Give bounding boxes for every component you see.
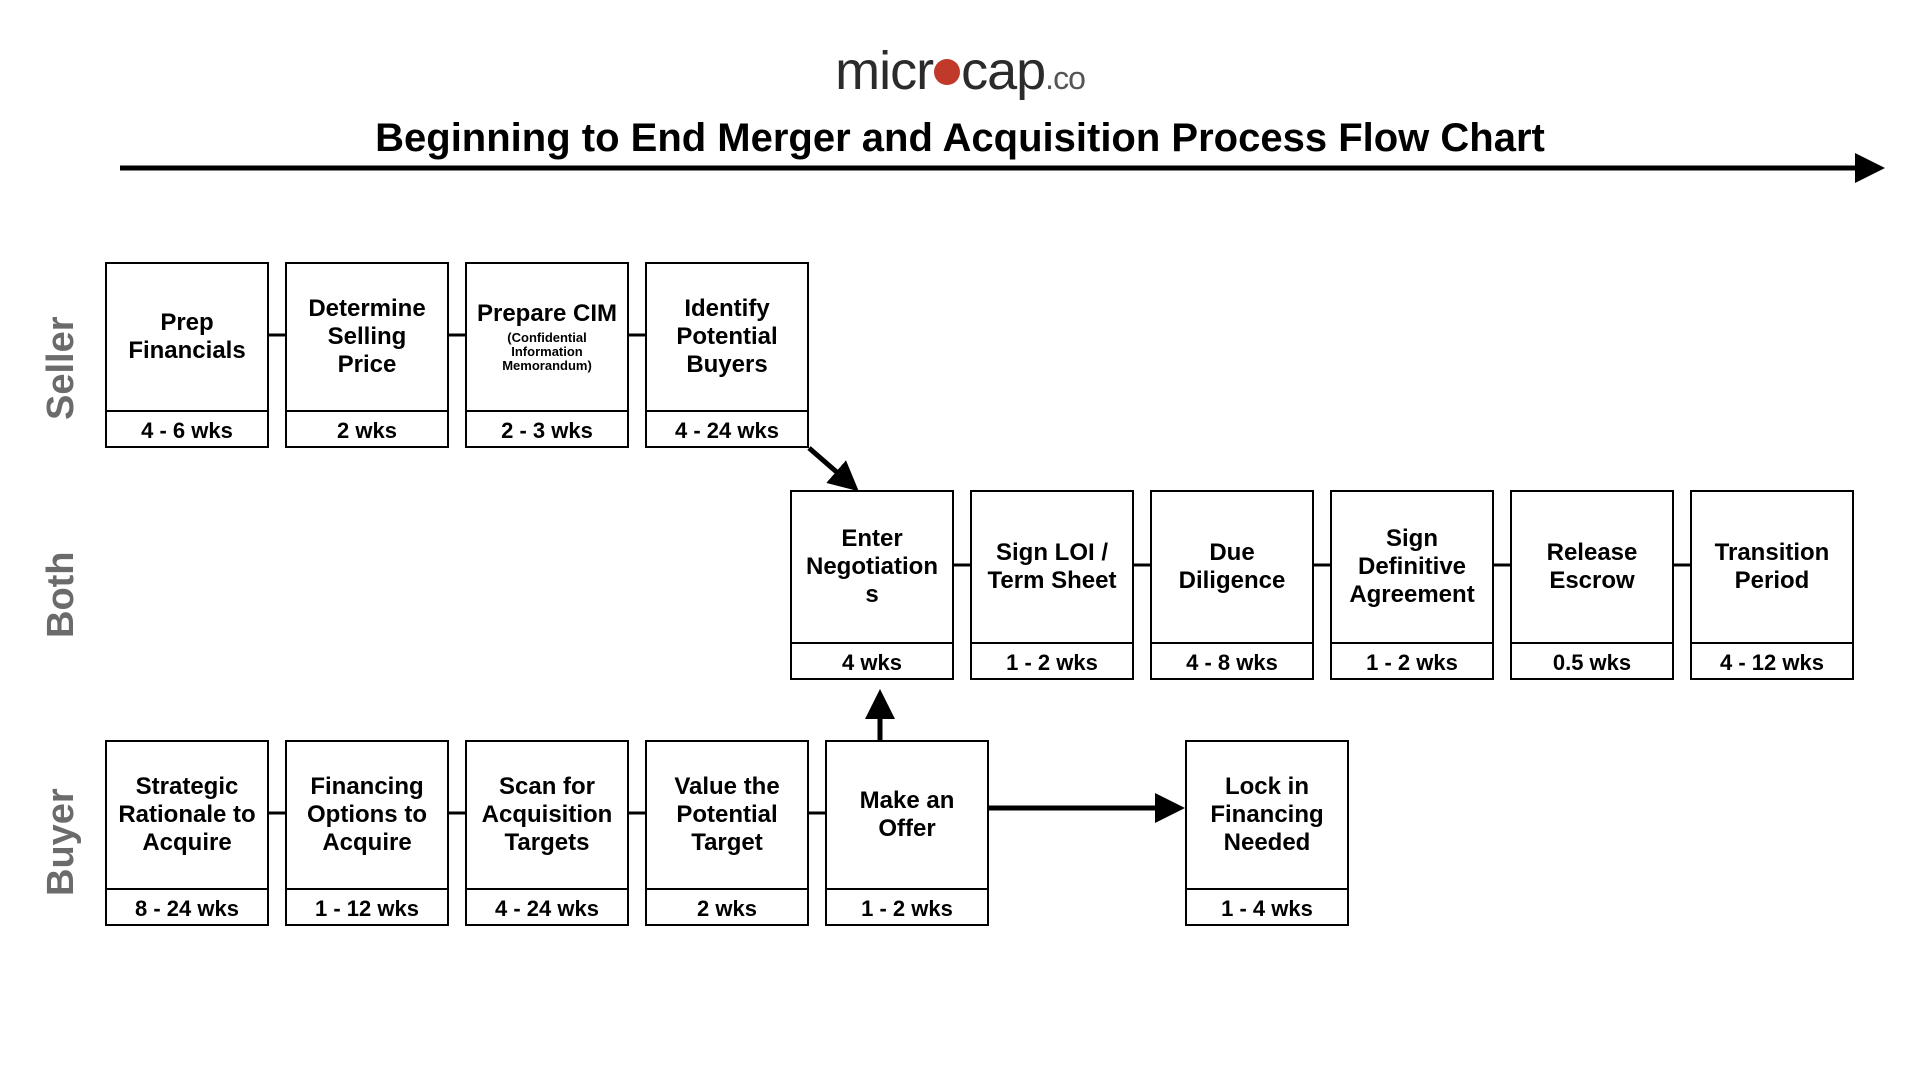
logo-dot-icon xyxy=(934,59,960,85)
flowchart-canvas: micrcap.co Beginning to End Merger and A… xyxy=(0,0,1920,1080)
process-node-label: Prep Financials xyxy=(107,264,267,410)
process-node-label: Release Escrow xyxy=(1512,492,1672,642)
process-node: Identify Potential Buyers4 - 24 wks xyxy=(645,262,809,448)
process-node: Scan for Acquisition Targets4 - 24 wks xyxy=(465,740,629,926)
process-node-duration: 1 - 2 wks xyxy=(1332,642,1492,682)
logo-prefix: micr xyxy=(835,41,933,101)
process-node-label: Determine Selling Price xyxy=(287,264,447,410)
process-node-label: Prepare CIM(Confidential Information Mem… xyxy=(467,264,627,410)
process-node: Determine Selling Price2 wks xyxy=(285,262,449,448)
process-node-duration: 2 wks xyxy=(287,410,447,450)
process-node: Transition Period4 - 12 wks xyxy=(1690,490,1854,680)
process-node: Prepare CIM(Confidential Information Mem… xyxy=(465,262,629,448)
process-node-duration: 4 - 24 wks xyxy=(647,410,807,450)
logo-suffix: cap xyxy=(961,41,1045,101)
process-node: Release Escrow0.5 wks xyxy=(1510,490,1674,680)
process-node: Strategic Rationale to Acquire8 - 24 wks xyxy=(105,740,269,926)
process-node-label: Sign Definitive Agreement xyxy=(1332,492,1492,642)
process-node-duration: 4 - 12 wks xyxy=(1692,642,1852,682)
process-node: Due Diligence4 - 8 wks xyxy=(1150,490,1314,680)
process-node: Enter Negotiations4 wks xyxy=(790,490,954,680)
process-node-duration: 4 - 6 wks xyxy=(107,410,267,450)
process-node-label: Make an Offer xyxy=(827,742,987,888)
process-node: Financing Options to Acquire1 - 12 wks xyxy=(285,740,449,926)
process-node-duration: 2 wks xyxy=(647,888,807,928)
process-node-duration: 1 - 2 wks xyxy=(972,642,1132,682)
logo: micrcap.co xyxy=(0,40,1920,102)
process-node-duration: 8 - 24 wks xyxy=(107,888,267,928)
process-node: Sign LOI / Term Sheet1 - 2 wks xyxy=(970,490,1134,680)
process-node-label: Lock in Financing Needed xyxy=(1187,742,1347,888)
process-node-label: Sign LOI / Term Sheet xyxy=(972,492,1132,642)
process-node: Value the Potential Target2 wks xyxy=(645,740,809,926)
process-node: Sign Definitive Agreement1 - 2 wks xyxy=(1330,490,1494,680)
logo-tld: .co xyxy=(1045,60,1085,96)
process-node: Make an Offer1 - 2 wks xyxy=(825,740,989,926)
process-node-duration: 0.5 wks xyxy=(1512,642,1672,682)
process-node-sublabel: (Confidential Information Memorandum) xyxy=(475,331,619,374)
lane-label-buyer: Buyer xyxy=(40,846,83,896)
process-node-duration: 4 - 8 wks xyxy=(1152,642,1312,682)
process-node-label: Due Diligence xyxy=(1152,492,1312,642)
process-node-label: Strategic Rationale to Acquire xyxy=(107,742,267,888)
process-node-label: Identify Potential Buyers xyxy=(647,264,807,410)
process-node-label: Scan for Acquisition Targets xyxy=(467,742,627,888)
process-node: Lock in Financing Needed1 - 4 wks xyxy=(1185,740,1349,926)
process-node: Prep Financials4 - 6 wks xyxy=(105,262,269,448)
chart-title: Beginning to End Merger and Acquisition … xyxy=(0,116,1920,161)
process-node-label: Transition Period xyxy=(1692,492,1852,642)
process-node-duration: 4 wks xyxy=(792,642,952,682)
process-node-duration: 1 - 4 wks xyxy=(1187,888,1347,928)
process-node-label: Financing Options to Acquire xyxy=(287,742,447,888)
process-node-duration: 1 - 2 wks xyxy=(827,888,987,928)
lane-label-seller: Seller xyxy=(40,370,83,420)
process-node-duration: 1 - 12 wks xyxy=(287,888,447,928)
process-node-label: Enter Negotiations xyxy=(792,492,952,642)
process-node-label: Value the Potential Target xyxy=(647,742,807,888)
process-node-duration: 4 - 24 wks xyxy=(467,888,627,928)
process-node-duration: 2 - 3 wks xyxy=(467,410,627,450)
lane-label-both: Both xyxy=(40,598,83,638)
